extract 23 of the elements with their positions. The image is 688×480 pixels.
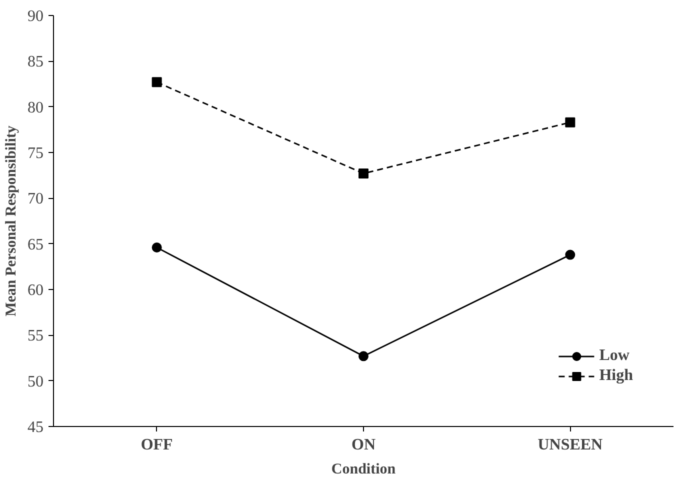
y-tick-label: 60 [28,282,44,299]
x-axis-title: Condition [331,462,396,478]
y-tick-label: 70 [28,190,44,208]
point [358,168,368,179]
legend-label: High [599,367,633,385]
y-tick-label: 80 [28,99,44,116]
point [565,250,576,260]
point [152,242,162,252]
point [565,117,576,128]
legend-label: Low [599,347,630,365]
point [358,351,368,362]
y-tick-label: 45 [28,419,44,436]
y-tick-label: 85 [28,54,44,71]
x-tick-label: ON [352,436,376,454]
x-tick-label: OFF [140,436,174,454]
x-tick-label: UNSEEN [538,436,604,454]
y-tick-label: 65 [28,236,44,254]
y-tick-label: 75 [28,145,44,162]
y-tick-label: 90 [28,8,44,25]
point [152,77,162,88]
y-axis-title: Mean Personal Responsibility [4,125,20,316]
y-tick-label: 55 [28,328,44,345]
y-tick-label: 50 [28,373,44,390]
